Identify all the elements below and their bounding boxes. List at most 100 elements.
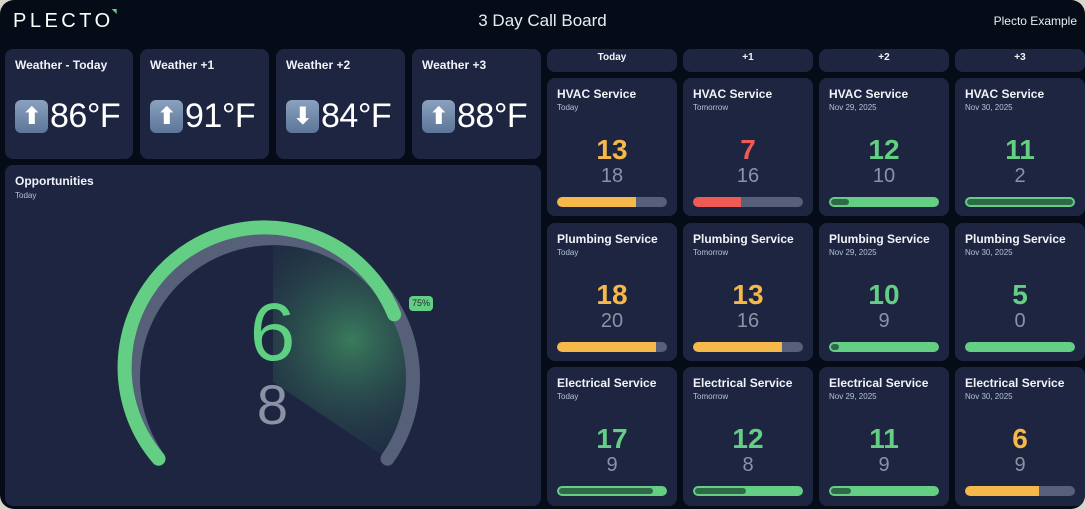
logo-tick-icon — [111, 9, 117, 14]
service-target: 9 — [878, 454, 890, 476]
weather-reading: ⬆ 88°F — [422, 97, 528, 136]
arrow-up-icon: ⬆ — [15, 100, 48, 133]
arrow-down-icon: ⬇ — [286, 100, 319, 133]
service-card[interactable]: Plumbing Service Today 18 20 — [547, 223, 677, 361]
weather-card-plus-1[interactable]: Weather +1 ⬆ 91°F — [140, 49, 269, 159]
progress-bar — [829, 197, 939, 207]
service-title: HVAC Service — [693, 87, 773, 101]
service-card[interactable]: Plumbing Service Nov 29, 2025 10 9 — [819, 223, 949, 361]
service-value: 11 — [869, 423, 899, 454]
service-target: 9 — [878, 310, 890, 332]
service-value: 11 — [1005, 134, 1035, 165]
service-card[interactable]: HVAC Service Nov 30, 2025 11 2 — [955, 78, 1085, 216]
header: PLECTO 3 Day Call Board Plecto Example — [0, 0, 1085, 44]
service-card[interactable]: HVAC Service Today 13 18 — [547, 78, 677, 216]
percent-badge: 75% — [409, 296, 434, 311]
temperature-value: 84°F — [321, 97, 392, 135]
weather-card-plus-2[interactable]: Weather +2 ⬇ 84°F — [276, 49, 405, 159]
column-header-plus-2: +2 — [819, 49, 949, 72]
service-card[interactable]: Electrical Service Tomorrow 12 8 — [683, 367, 813, 506]
service-card[interactable]: Electrical Service Today 17 9 — [547, 367, 677, 506]
gauge-arc-icon — [117, 220, 420, 466]
service-date: Nov 29, 2025 — [829, 392, 877, 401]
bar-fill — [693, 342, 783, 352]
progress-bar — [693, 486, 803, 496]
bar-fill — [965, 486, 1039, 496]
service-card[interactable]: Electrical Service Nov 30, 2025 6 9 — [955, 367, 1085, 506]
service-target: 20 — [600, 310, 624, 332]
service-value: 12 — [732, 423, 764, 454]
service-card[interactable]: Plumbing Service Tomorrow 13 16 — [683, 223, 813, 361]
bar-fill — [557, 342, 656, 352]
service-title: HVAC Service — [557, 87, 637, 101]
bar-overachievement — [831, 344, 840, 350]
arrow-up-icon: ⬆ — [150, 100, 183, 133]
bar-overachievement — [831, 488, 852, 494]
logo-text: PLECTO — [13, 10, 114, 32]
service-date: Tomorrow — [693, 248, 729, 257]
bar-overachievement — [559, 488, 653, 494]
service-title: Plumbing Service — [557, 232, 658, 246]
weather-reading: ⬆ 86°F — [15, 97, 121, 136]
service-date: Nov 29, 2025 — [829, 103, 877, 112]
weather-title: Weather - Today — [15, 58, 108, 72]
service-date: Tomorrow — [693, 103, 729, 112]
bar-fill — [557, 197, 637, 207]
temperature-value: 86°F — [50, 97, 121, 135]
service-value: 13 — [596, 134, 628, 165]
weather-card-plus-3[interactable]: Weather +3 ⬆ 88°F — [412, 49, 541, 159]
weather-title: Weather +2 — [286, 58, 351, 72]
progress-bar — [829, 486, 939, 496]
service-target: 10 — [872, 165, 896, 187]
service-target: 9 — [1014, 454, 1026, 476]
weather-title: Weather +3 — [422, 58, 487, 72]
service-date: Nov 30, 2025 — [965, 103, 1013, 112]
bar-fill — [965, 342, 1075, 352]
service-card[interactable]: Plumbing Service Nov 30, 2025 5 0 — [955, 223, 1085, 361]
service-target: 2 — [1014, 165, 1026, 187]
account-name: Plecto Example — [993, 14, 1077, 28]
progress-bar — [965, 342, 1075, 352]
opportunities-card[interactable]: Opportunities Today 6 — [5, 165, 541, 506]
progress-bar — [557, 197, 667, 207]
service-title: Electrical Service — [829, 376, 929, 390]
service-title: HVAC Service — [965, 87, 1045, 101]
weather-card-today[interactable]: Weather - Today ⬆ 86°F — [5, 49, 133, 159]
service-card[interactable]: HVAC Service Nov 29, 2025 12 10 — [819, 78, 949, 216]
service-value: 10 — [868, 279, 900, 310]
service-title: Plumbing Service — [693, 232, 794, 246]
service-value: 5 — [1012, 279, 1028, 310]
progress-bar — [693, 342, 803, 352]
service-card[interactable]: Electrical Service Nov 29, 2025 11 9 — [819, 367, 949, 506]
service-date: Today — [557, 248, 579, 257]
service-target: 16 — [736, 165, 760, 187]
bar-fill — [829, 342, 939, 352]
progress-bar — [557, 342, 667, 352]
plecto-logo: PLECTO — [13, 9, 117, 33]
service-title: Plumbing Service — [829, 232, 930, 246]
service-title: HVAC Service — [829, 87, 909, 101]
page-title: 3 Day Call Board — [478, 11, 607, 30]
service-target: 9 — [606, 454, 618, 476]
column-header-today: Today — [547, 49, 677, 72]
service-date: Nov 30, 2025 — [965, 248, 1013, 257]
service-card[interactable]: HVAC Service Tomorrow 7 16 — [683, 78, 813, 216]
opportunities-title: Opportunities — [15, 174, 94, 188]
service-value: 12 — [868, 134, 900, 165]
bar-fill — [829, 486, 939, 496]
service-value: 18 — [596, 279, 628, 310]
service-date: Today — [557, 392, 579, 401]
bar-fill — [693, 197, 742, 207]
opportunities-value: 6 — [249, 287, 296, 378]
bar-fill — [693, 486, 803, 496]
service-target: 18 — [600, 165, 624, 187]
progress-bar — [693, 197, 803, 207]
progress-bar — [965, 197, 1075, 207]
column-header-plus-1: +1 — [683, 49, 813, 72]
arrow-up-icon: ⬆ — [422, 100, 455, 133]
temperature-value: 88°F — [457, 97, 528, 135]
weather-reading: ⬇ 84°F — [286, 97, 392, 136]
service-value: 7 — [740, 134, 756, 165]
bar-overachievement — [967, 199, 1073, 205]
